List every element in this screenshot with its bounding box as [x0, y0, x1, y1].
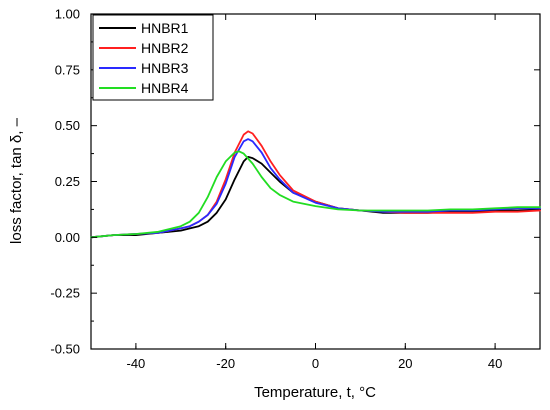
series-line-hnbr2 [90, 130, 541, 239]
y-tick-label: 0.75 [55, 62, 80, 77]
y-axis-title: loss factor, tan δ, – [8, 117, 25, 244]
x-tick-label: -40 [127, 356, 146, 371]
x-tick-label: 20 [398, 356, 412, 371]
y-tick-label: 0.25 [55, 174, 80, 189]
series-line-hnbr3 [90, 138, 541, 239]
legend-label-hnbr2: HNBR2 [141, 40, 189, 56]
y-tick-label: -0.50 [50, 342, 80, 357]
series-line-hnbr1 [90, 156, 541, 239]
x-tick-label: -20 [216, 356, 235, 371]
x-tick-label: 40 [488, 356, 502, 371]
y-tick-label: -0.25 [50, 286, 80, 301]
x-tick-label: 0 [312, 356, 319, 371]
legend-label-hnbr1: HNBR1 [141, 20, 189, 36]
x-axis-title: Temperature, t, °C [254, 384, 376, 401]
series-layer [90, 130, 541, 239]
y-tick-label: 0.00 [55, 230, 80, 245]
legend-box [92, 14, 214, 101]
legend-label-hnbr3: HNBR3 [141, 60, 189, 76]
tick-layer: -40 -20 0 20 40 -0.50 -0.25 0.00 0.25 0.50 0.75 1.0… [50, 7, 540, 371]
legend: HNBR1 HNBR2 HNBR3 HNBR4 [92, 14, 214, 101]
y-tick-label: 0.50 [55, 118, 80, 133]
legend-label-hnbr4: HNBR4 [141, 80, 189, 96]
y-tick-label: 1.00 [55, 7, 80, 22]
series-line-hnbr4 [90, 150, 541, 239]
